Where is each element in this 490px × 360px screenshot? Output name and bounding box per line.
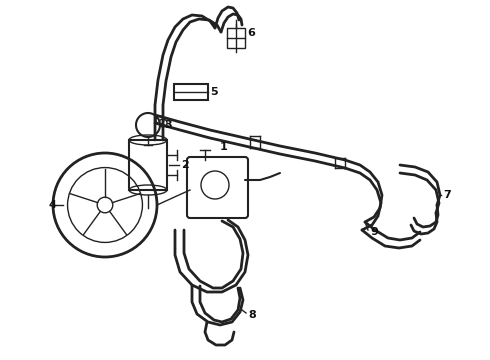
Text: 3: 3 (164, 120, 171, 130)
Bar (129, 140, 167, 190)
Text: 9: 9 (370, 227, 378, 237)
Bar (227, 28, 245, 48)
Text: 8: 8 (248, 310, 256, 320)
Text: 4: 4 (48, 200, 56, 210)
Text: 7: 7 (443, 190, 451, 200)
Text: 6: 6 (247, 28, 255, 38)
Bar (174, 84, 208, 100)
Text: 5: 5 (210, 87, 218, 97)
Text: 2: 2 (181, 160, 189, 170)
Text: 1: 1 (220, 142, 228, 152)
